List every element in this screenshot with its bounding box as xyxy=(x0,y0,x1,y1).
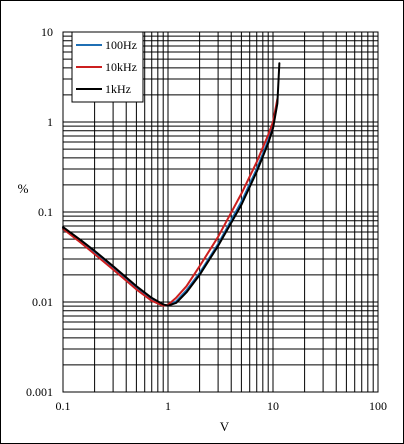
x-tick-label: 100 xyxy=(369,399,387,413)
y-tick-label: 10 xyxy=(41,25,53,39)
tick-labels: 0.1 1 10 100 0.001 0.01 0.1 1 10 xyxy=(26,25,387,413)
series-line-1khz xyxy=(62,62,281,307)
y-tick-label: 0.001 xyxy=(26,385,53,399)
x-axis-label: V xyxy=(220,419,230,434)
legend-label: 10kHz xyxy=(105,60,137,74)
y-tick-label: 0.1 xyxy=(38,205,53,219)
y-tick-label: 1 xyxy=(47,115,53,129)
x-tick-label: 10 xyxy=(267,399,279,413)
plot-border xyxy=(62,31,379,393)
legend-label: 1kHz xyxy=(105,82,131,96)
legend-label: 100Hz xyxy=(105,38,137,52)
y-axis-label: % xyxy=(18,181,29,196)
legend: 100Hz 10kHz 1kHz xyxy=(71,31,144,103)
series-lines xyxy=(62,62,281,307)
x-tick-label: 0.1 xyxy=(56,399,71,413)
y-tick-label: 0.01 xyxy=(32,295,53,309)
series-line-10khz xyxy=(62,98,279,307)
x-tick-label: 1 xyxy=(165,399,171,413)
